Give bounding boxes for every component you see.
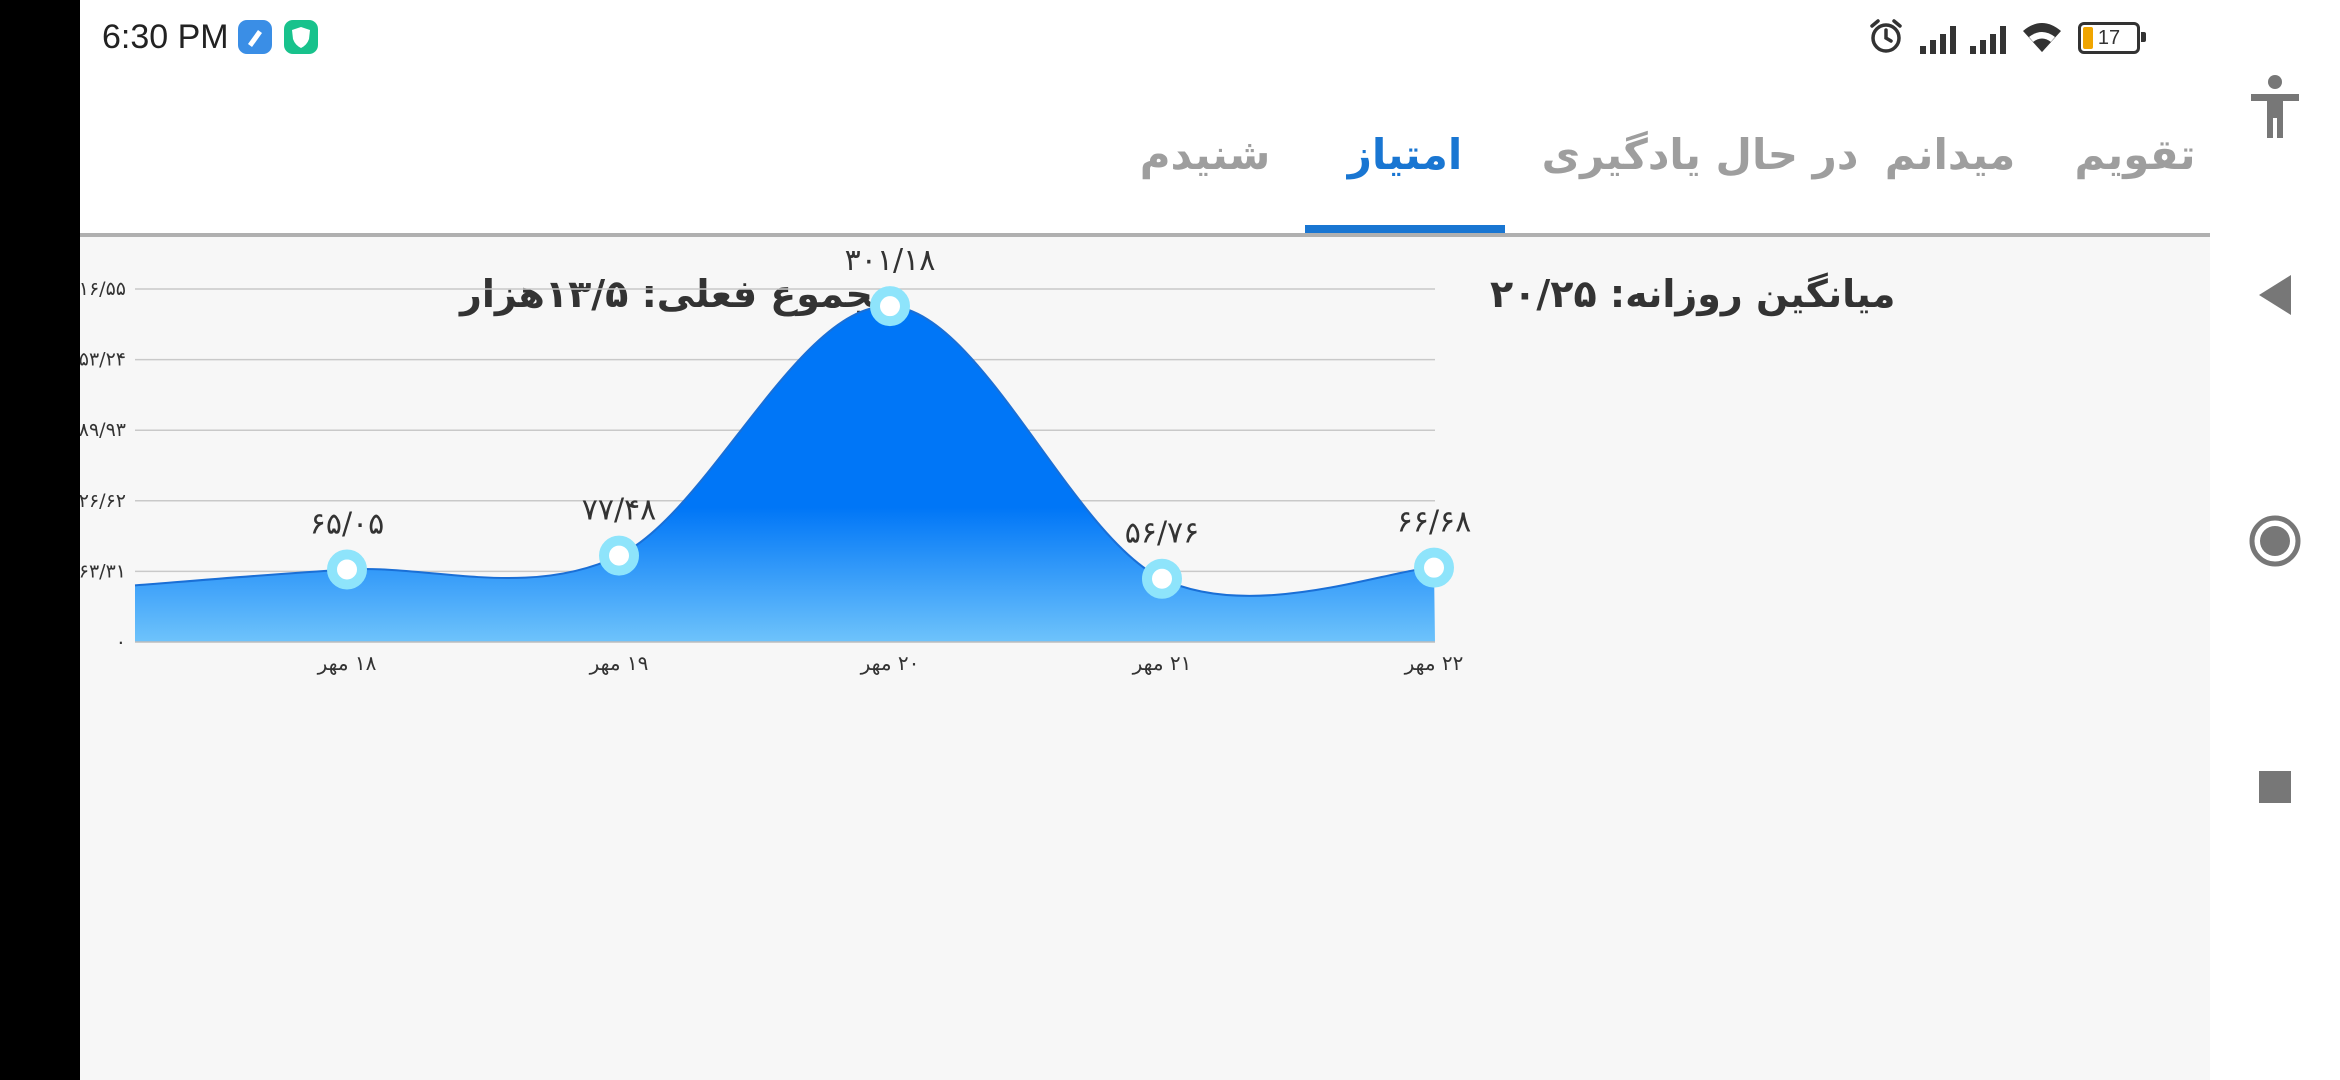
alarm-icon	[1866, 16, 1906, 60]
y-tick-label: ۳۱۶/۵۵	[80, 278, 126, 300]
daily-average-label: میانگین روزانه: ۲۰/۲۵	[1490, 272, 1896, 316]
battery-level-text: 17	[2097, 26, 2121, 49]
chart-panel: میانگین روزانه: ۲۰/۲۵ مجموع فعلی: ۱۳/۵هز…	[80, 237, 2210, 1080]
y-tick-label: ۱۸۹/۹۳	[80, 419, 126, 441]
data-point	[327, 549, 367, 590]
cleaner-app-icon	[238, 20, 272, 54]
shield-app-icon	[284, 20, 318, 54]
data-point-label: ۳۰۱/۱۸	[845, 243, 936, 278]
active-tab-indicator	[1305, 225, 1505, 233]
app-screen: 6:30 PM 17 تقویم میدانم در حال یادگیری ا…	[80, 0, 2210, 1080]
navigation-bar	[2210, 0, 2340, 1080]
score-area-chart: ۰ ۶۳/۳۱ ۱۲۶/۶۲ ۱۸۹/۹۳ ۲۵۳/۲۴ ۳۱۶/۵۵ ۶۵/۰۵ ۱۸ مه…	[80, 243, 1472, 675]
data-point	[1142, 558, 1182, 599]
y-tick-label: ۱۲۶/۶۲	[80, 490, 126, 512]
data-point	[599, 535, 639, 576]
x-category-label: ۲۰ مهر	[860, 651, 920, 675]
tab-bar: تقویم میدانم در حال یادگیری امتیاز شنیدم	[80, 75, 2210, 237]
data-point-label: ۶۵/۰۵	[310, 506, 385, 541]
status-icons: 17	[1866, 14, 2146, 62]
y-tick-label: ۶۳/۳۱	[80, 560, 126, 582]
back-icon[interactable]	[2210, 250, 2340, 340]
tab-heard[interactable]: شنیدم	[1139, 129, 1271, 179]
signal-icon	[1920, 22, 1956, 54]
recents-icon[interactable]	[2210, 742, 2340, 832]
status-time: 6:30 PM	[102, 18, 229, 56]
signal-icon	[1970, 22, 2006, 54]
data-point-label: ۶۶/۶۸	[1397, 505, 1472, 540]
data-point-label: ۷۷/۴۸	[582, 493, 657, 528]
data-point	[1414, 547, 1454, 588]
accessibility-icon[interactable]	[2210, 62, 2340, 152]
current-total-label: مجموع فعلی: ۱۳/۵هزار	[460, 272, 897, 316]
area-series-fill	[135, 306, 1435, 642]
data-point	[870, 286, 910, 327]
y-tick-label: ۲۵۳/۲۴	[80, 349, 126, 371]
wifi-icon	[2020, 18, 2064, 58]
battery-level-fill	[2083, 27, 2093, 49]
tab-learning[interactable]: در حال یادگیری	[1541, 129, 1859, 179]
battery-icon: 17	[2078, 22, 2146, 54]
x-category-label: ۱۸ مهر	[317, 651, 377, 675]
data-point-label: ۵۶/۷۶	[1125, 516, 1200, 551]
tab-i-know[interactable]: میدانم	[1884, 129, 2016, 179]
x-category-label: ۲۲ مهر	[1404, 651, 1464, 675]
x-category-label: ۲۱ مهر	[1132, 651, 1192, 675]
status-bar: 6:30 PM 17	[80, 0, 2210, 75]
tab-score[interactable]: امتیاز	[1347, 129, 1463, 179]
tab-calendar[interactable]: تقویم	[2074, 129, 2196, 179]
y-tick-label: ۰	[116, 631, 126, 653]
x-category-label: ۱۹ مهر	[589, 651, 649, 675]
home-icon[interactable]	[2210, 496, 2340, 586]
